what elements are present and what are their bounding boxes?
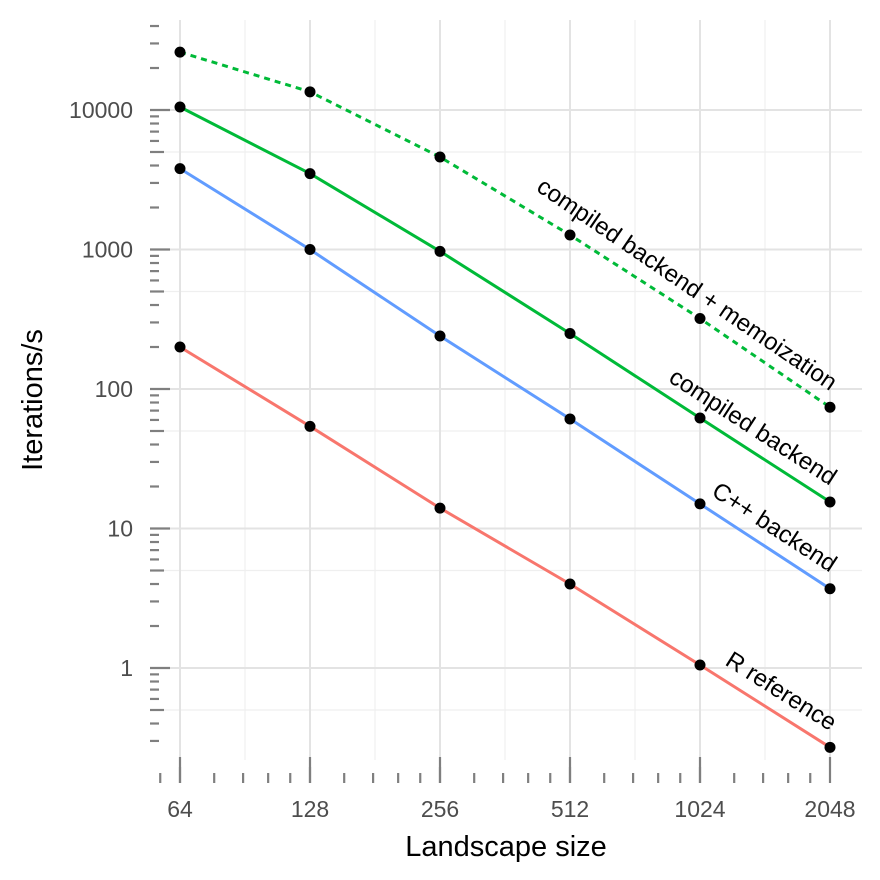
data-point [824,401,836,413]
y-axis-title: Iterations/s [17,329,49,471]
data-point [694,659,706,671]
data-point [174,341,186,353]
data-point [824,496,836,508]
data-point [434,502,446,514]
series-lines [179,50,831,749]
data-point [564,413,576,425]
major-gridlines [150,20,862,760]
series-label: R reference [721,647,841,737]
data-point [434,245,446,257]
data-point [694,313,706,325]
data-point [304,86,316,98]
series-label: compiled backend + memoization [532,173,842,396]
data-point [434,330,446,342]
x-tick-label: 1024 [674,796,725,822]
data-point [174,163,186,175]
y-tick-label: 10 [107,516,133,542]
data-point [304,168,316,180]
data-point [694,498,706,510]
series-label: C++ backend [707,477,841,578]
data-point [174,46,186,58]
x-axis-title: Landscape size [405,831,607,863]
y-tick-label: 1 [120,655,133,681]
x-tick-label: 2048 [804,796,855,822]
data-point [564,327,576,339]
data-point [564,229,576,241]
series-line-2 [179,105,831,504]
x-tick-label: 512 [551,796,589,822]
x-axis-log-ticks [159,757,832,783]
x-tick-label: 256 [421,796,459,822]
x-tick-label: 128 [291,796,329,822]
data-point [824,741,836,753]
y-tick-labels: 1 10 100 1000 10000 [69,97,133,681]
series-line-0 [179,345,831,749]
y-tick-label: 1000 [82,237,133,263]
series-line-1 [179,167,831,590]
data-point [304,420,316,432]
data-point [564,578,576,590]
series-line-3 [179,50,831,409]
series-points [174,46,836,753]
x-tick-labels: 64 128 256 512 1024 2048 [167,796,855,822]
y-tick-label: 100 [95,376,133,402]
y-tick-label: 10000 [69,97,133,123]
data-point [824,583,836,595]
y-axis-log-ticks [150,24,170,743]
data-point [434,151,446,163]
data-point [694,412,706,424]
x-tick-label: 64 [167,796,193,822]
data-point [304,244,316,255]
data-point [174,101,186,113]
